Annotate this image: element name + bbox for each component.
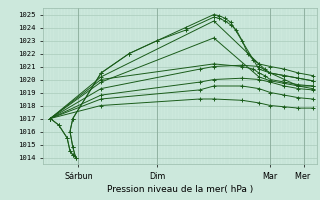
X-axis label: Pression niveau de la mer( hPa ): Pression niveau de la mer( hPa ) — [107, 185, 253, 194]
